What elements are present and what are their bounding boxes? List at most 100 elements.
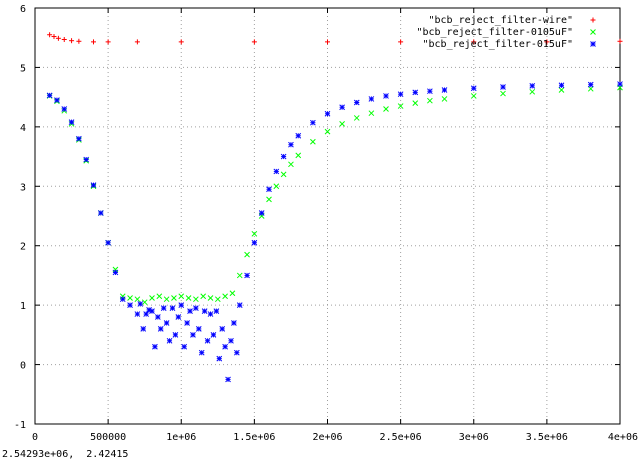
data-point xyxy=(210,332,217,338)
scatter-chart[interactable]: 0 500000 1e+06 1.5e+06 2e+06 2.5e+06 3e+06 3.5e… xyxy=(0,0,640,449)
data-point xyxy=(427,97,433,104)
data-point xyxy=(163,320,170,326)
data-point xyxy=(119,296,126,303)
y-tick-label: 1 xyxy=(20,301,26,312)
y-tick-label: 4 xyxy=(20,123,26,134)
data-series xyxy=(46,32,623,383)
data-point xyxy=(295,132,302,139)
data-point xyxy=(398,39,404,45)
data-point xyxy=(175,314,182,320)
data-point xyxy=(229,290,236,297)
data-point xyxy=(156,293,163,300)
data-point xyxy=(137,301,144,307)
data-point xyxy=(397,103,404,109)
data-point xyxy=(500,84,506,90)
data-point xyxy=(178,39,184,45)
data-point xyxy=(233,349,240,356)
data-point xyxy=(157,326,164,332)
data-point xyxy=(76,38,82,44)
data-point xyxy=(204,337,211,344)
data-point xyxy=(339,121,345,127)
data-point xyxy=(236,302,243,308)
data-point xyxy=(228,337,234,344)
data-point xyxy=(105,239,111,246)
data-point xyxy=(143,311,150,317)
data-point xyxy=(225,376,231,383)
data-point xyxy=(339,104,345,111)
data-point xyxy=(178,293,185,300)
data-point xyxy=(288,161,294,168)
data-point xyxy=(324,128,331,135)
y-tick-label: 3 xyxy=(20,182,26,193)
data-point xyxy=(310,119,316,126)
data-point xyxy=(529,82,536,89)
data-point xyxy=(617,81,623,87)
data-point xyxy=(266,186,272,193)
data-point xyxy=(163,296,170,303)
y-tick-label: 0 xyxy=(20,361,26,372)
data-point xyxy=(383,93,389,99)
data-point xyxy=(90,182,97,188)
data-point xyxy=(222,293,228,300)
data-point xyxy=(154,314,161,320)
data-point xyxy=(152,343,158,350)
data-point xyxy=(47,32,53,38)
series-2 xyxy=(46,81,623,383)
data-point xyxy=(617,38,623,44)
data-point xyxy=(97,210,104,216)
data-point xyxy=(324,110,331,117)
data-point xyxy=(134,39,140,45)
y-tick-label: -1 xyxy=(14,420,26,431)
data-point xyxy=(590,41,596,47)
data-point xyxy=(500,90,506,97)
x-tick-label: 2e+06 xyxy=(312,432,342,443)
data-point xyxy=(55,35,61,41)
legend-marker xyxy=(590,29,596,35)
data-point xyxy=(590,17,596,23)
legend: "bcb_reject_filter-wire""bcb_reject_filt… xyxy=(416,15,596,50)
data-point xyxy=(83,156,90,163)
data-point xyxy=(266,196,272,203)
data-point xyxy=(127,295,133,301)
x-tick-label: 4e+06 xyxy=(608,432,638,443)
legend-label: "bcb_reject_filter-015uF" xyxy=(422,39,573,50)
x-tick-label: 0 xyxy=(32,432,38,443)
data-point xyxy=(222,343,228,350)
data-point xyxy=(383,106,389,112)
data-point xyxy=(51,34,57,40)
legend-label: "bcb_reject_filter-0105uF" xyxy=(416,27,573,38)
data-point xyxy=(181,343,188,350)
data-point xyxy=(251,239,258,246)
data-point xyxy=(213,308,220,314)
data-point xyxy=(46,92,53,99)
data-point xyxy=(353,115,360,121)
data-point xyxy=(368,110,375,117)
data-point xyxy=(207,295,214,301)
data-point xyxy=(166,337,173,344)
data-point xyxy=(54,97,60,103)
data-point xyxy=(368,96,375,102)
data-point xyxy=(171,295,177,301)
data-point xyxy=(219,326,226,332)
data-point xyxy=(207,311,214,317)
x-tick-label: 1.5e+06 xyxy=(233,432,275,443)
series-0 xyxy=(47,32,623,45)
data-point xyxy=(587,81,594,88)
data-point xyxy=(193,296,199,303)
grid-lines xyxy=(35,8,620,424)
data-point xyxy=(280,171,287,178)
data-point xyxy=(412,100,419,106)
data-point xyxy=(273,183,280,190)
y-tick-label: 6 xyxy=(20,4,26,15)
data-point xyxy=(200,293,207,300)
data-point xyxy=(244,272,250,279)
data-point xyxy=(141,299,148,306)
y-tick-label: 5 xyxy=(20,63,26,74)
data-point xyxy=(201,308,208,314)
legend-label: "bcb_reject_filter-wire" xyxy=(429,15,574,26)
data-point xyxy=(251,39,257,45)
data-point xyxy=(76,135,82,142)
data-point xyxy=(68,119,75,125)
data-point xyxy=(160,305,167,311)
